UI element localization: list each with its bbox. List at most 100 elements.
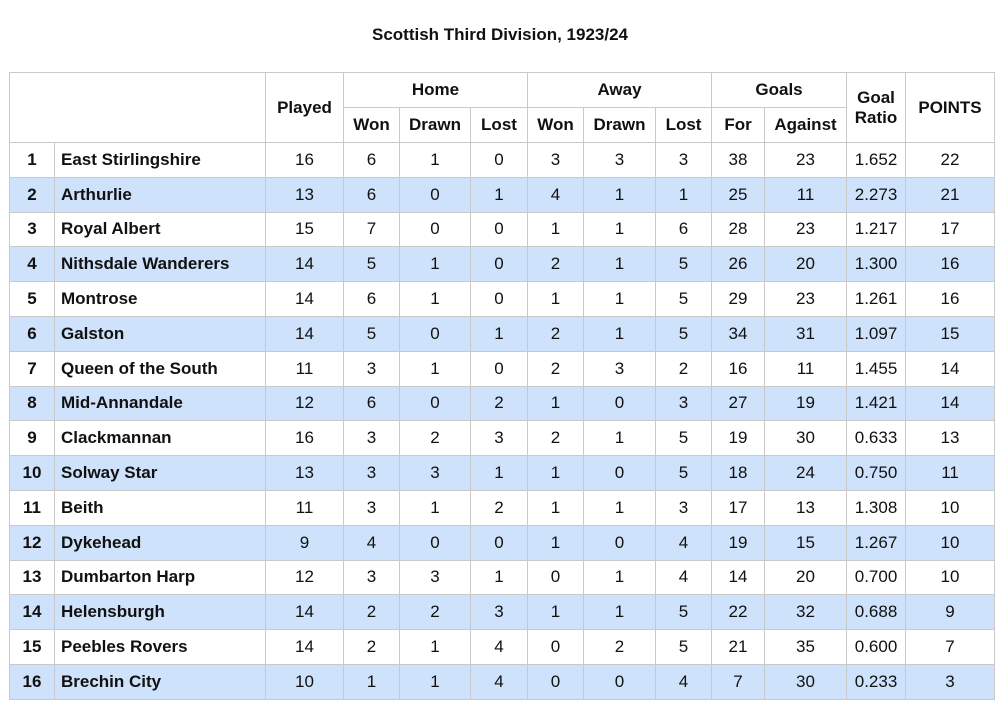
header-goal-ratio: Goal Ratio [846, 72, 907, 143]
table-row: 5 Montrose 14 6 1 0 1 1 5 29 23 1.261 16 [9, 281, 996, 317]
home-lost-cell: 0 [470, 524, 528, 561]
goal-ratio-cell: 1.261 [846, 281, 907, 317]
away-lost-cell: 5 [654, 594, 713, 631]
position-cell: 10 [9, 455, 55, 491]
away-lost-cell: 3 [654, 385, 713, 422]
away-drawn-cell: 0 [583, 385, 656, 422]
played-cell: 14 [265, 629, 344, 665]
header-goals-against: Against [764, 107, 848, 143]
away-lost-cell: 3 [654, 489, 713, 526]
home-drawn-cell: 2 [399, 420, 471, 457]
home-drawn-cell: 0 [399, 176, 471, 213]
away-drawn-cell: 1 [583, 281, 656, 317]
away-won-cell: 1 [527, 524, 584, 561]
away-drawn-cell: 1 [583, 420, 656, 457]
away-lost-cell: 2 [654, 350, 713, 387]
goals-against-cell: 11 [764, 176, 848, 213]
away-won-cell: 0 [527, 559, 584, 596]
table-row: 12 Dykehead 9 4 0 0 1 0 4 19 15 1.267 10 [9, 524, 996, 561]
team-cell: Clackmannan [54, 420, 266, 457]
header-points: POINTS [905, 72, 996, 143]
table-row: 9 Clackmannan 16 3 2 3 2 1 5 19 30 0.633… [9, 420, 996, 457]
away-won-cell: 2 [527, 246, 584, 283]
goals-against-cell: 24 [764, 455, 848, 491]
goals-for-cell: 34 [711, 315, 766, 352]
home-drawn-cell: 1 [399, 489, 471, 526]
home-won-cell: 3 [343, 489, 400, 526]
goal-ratio-cell: 0.233 [846, 663, 907, 700]
team-cell: East Stirlingshire [54, 142, 266, 178]
position-cell: 14 [9, 594, 55, 631]
points-cell: 11 [905, 455, 996, 491]
away-drawn-cell: 1 [583, 211, 656, 248]
goals-for-cell: 26 [711, 246, 766, 283]
home-lost-cell: 0 [470, 142, 528, 178]
table-row: 14 Helensburgh 14 2 2 3 1 1 5 22 32 0.68… [9, 594, 996, 631]
away-won-cell: 1 [527, 281, 584, 317]
away-won-cell: 0 [527, 629, 584, 665]
goal-ratio-cell: 1.267 [846, 524, 907, 561]
home-lost-cell: 4 [470, 629, 528, 665]
home-won-cell: 6 [343, 142, 400, 178]
home-won-cell: 4 [343, 524, 400, 561]
goal-ratio-cell: 0.633 [846, 420, 907, 457]
away-lost-cell: 5 [654, 629, 713, 665]
goals-against-cell: 32 [764, 594, 848, 631]
points-cell: 10 [905, 559, 996, 596]
header-played: Played [265, 72, 344, 143]
home-lost-cell: 0 [470, 281, 528, 317]
away-lost-cell: 5 [654, 246, 713, 283]
points-cell: 22 [905, 142, 996, 178]
team-cell: Galston [54, 315, 266, 352]
position-cell: 12 [9, 524, 55, 561]
team-cell: Solway Star [54, 455, 266, 491]
away-won-cell: 1 [527, 211, 584, 248]
goal-ratio-cell: 0.700 [846, 559, 907, 596]
home-drawn-cell: 1 [399, 629, 471, 665]
table-row: 10 Solway Star 13 3 3 1 1 0 5 18 24 0.75… [9, 455, 996, 491]
goals-for-cell: 25 [711, 176, 766, 213]
points-cell: 16 [905, 281, 996, 317]
goals-for-cell: 17 [711, 489, 766, 526]
played-cell: 13 [265, 455, 344, 491]
played-cell: 13 [265, 176, 344, 213]
away-drawn-cell: 1 [583, 594, 656, 631]
home-lost-cell: 1 [470, 559, 528, 596]
away-drawn-cell: 1 [583, 246, 656, 283]
home-drawn-cell: 0 [399, 385, 471, 422]
home-drawn-cell: 1 [399, 142, 471, 178]
goals-for-cell: 19 [711, 420, 766, 457]
away-lost-cell: 5 [654, 281, 713, 317]
goals-against-cell: 19 [764, 385, 848, 422]
played-cell: 11 [265, 350, 344, 387]
goals-for-cell: 27 [711, 385, 766, 422]
points-cell: 16 [905, 246, 996, 283]
team-cell: Royal Albert [54, 211, 266, 248]
goals-for-cell: 19 [711, 524, 766, 561]
position-cell: 15 [9, 629, 55, 665]
played-cell: 9 [265, 524, 344, 561]
team-cell: Brechin City [54, 663, 266, 700]
points-cell: 21 [905, 176, 996, 213]
goal-ratio-cell: 0.750 [846, 455, 907, 491]
home-won-cell: 1 [343, 663, 400, 700]
goals-against-cell: 11 [764, 350, 848, 387]
away-lost-cell: 6 [654, 211, 713, 248]
goal-ratio-cell: 1.217 [846, 211, 907, 248]
team-cell: Arthurlie [54, 176, 266, 213]
away-won-cell: 2 [527, 315, 584, 352]
home-drawn-cell: 0 [399, 524, 471, 561]
away-won-cell: 1 [527, 385, 584, 422]
played-cell: 16 [265, 420, 344, 457]
position-cell: 6 [9, 315, 55, 352]
played-cell: 14 [265, 281, 344, 317]
home-lost-cell: 1 [470, 315, 528, 352]
home-won-cell: 2 [343, 629, 400, 665]
points-cell: 15 [905, 315, 996, 352]
team-cell: Dykehead [54, 524, 266, 561]
home-lost-cell: 0 [470, 350, 528, 387]
home-won-cell: 3 [343, 350, 400, 387]
position-cell: 11 [9, 489, 55, 526]
points-cell: 14 [905, 350, 996, 387]
team-cell: Beith [54, 489, 266, 526]
